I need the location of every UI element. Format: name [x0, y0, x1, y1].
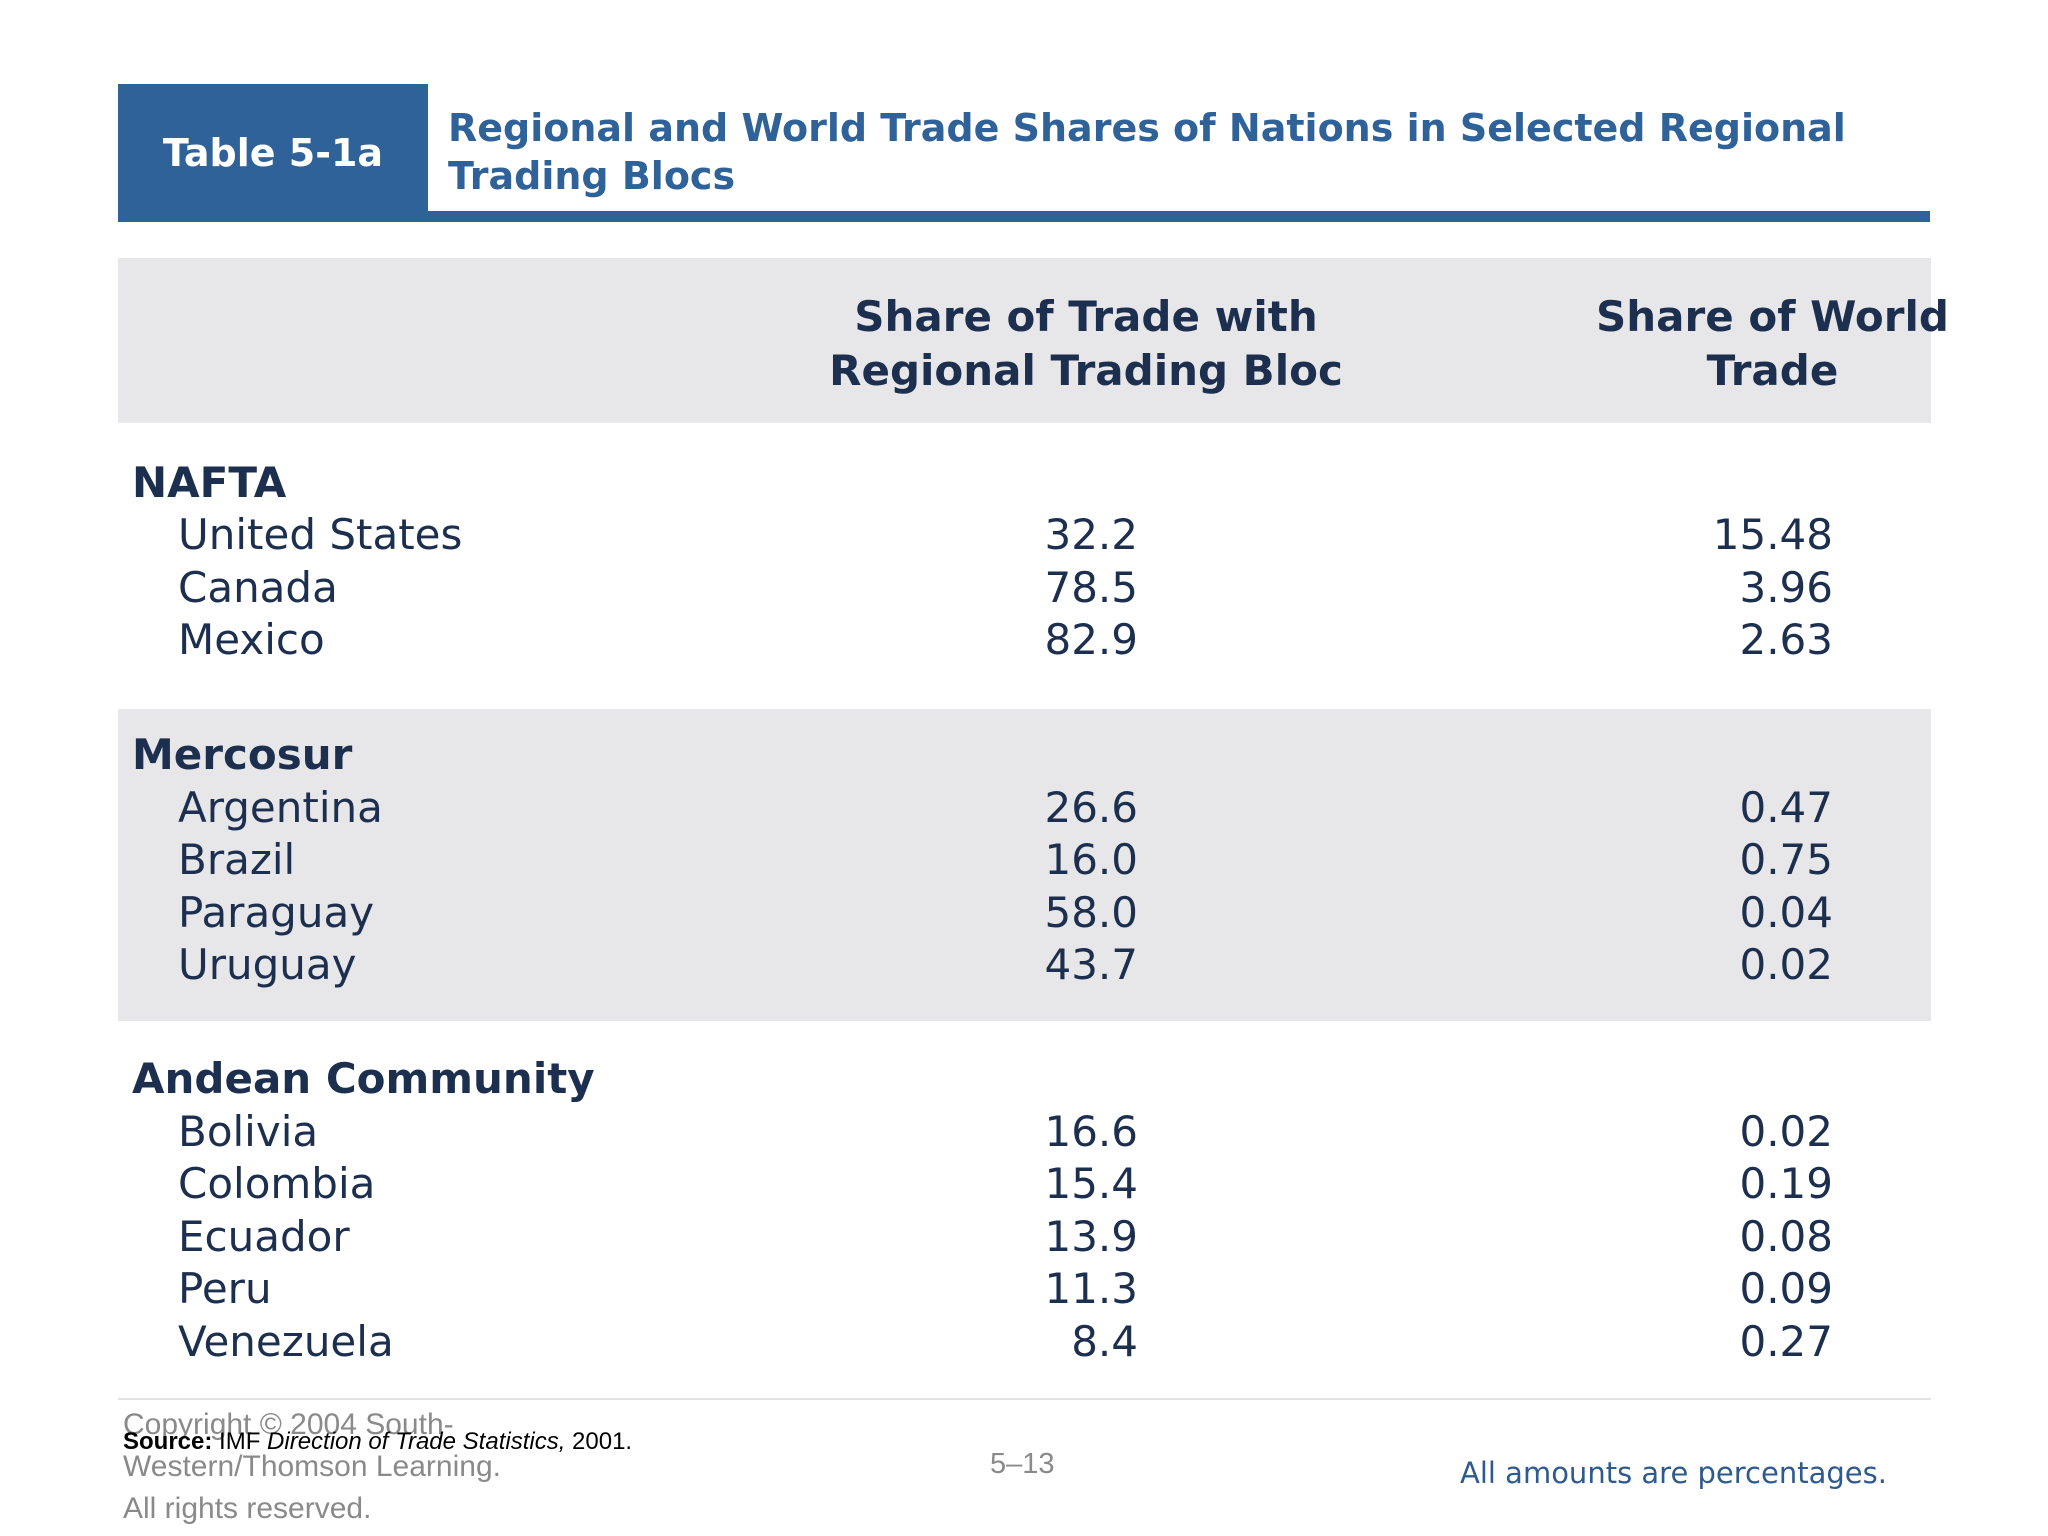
source-publication: Direction of Trade Statistics,	[267, 1428, 566, 1455]
world-share: 0.04	[1739, 888, 1833, 937]
regional-share: 82.9	[1044, 615, 1138, 664]
world-share: 2.63	[1739, 615, 1833, 664]
country-name: Peru	[178, 1264, 272, 1313]
regional-share: 13.9	[1044, 1212, 1138, 1261]
table-label: Table 5-1a	[162, 131, 384, 175]
country-name: Paraguay	[178, 888, 375, 937]
table-row: Bolivia 16.6 0.02	[0, 1107, 2048, 1159]
country-name: Mexico	[178, 615, 325, 664]
column-header-regional: Share of Trade with Regional Trading Blo…	[829, 292, 1343, 395]
header-rule	[118, 211, 1930, 222]
world-share: 0.02	[1739, 1107, 1833, 1156]
table-row: Peru 11.3 0.09	[0, 1264, 2048, 1316]
world-share: 0.08	[1739, 1212, 1833, 1261]
source-label: Source:	[123, 1428, 213, 1455]
country-name: Canada	[178, 563, 338, 612]
regional-share: 16.6	[1044, 1107, 1138, 1156]
country-name: Venezuela	[178, 1317, 394, 1366]
table-row: Brazil 16.0 0.75	[0, 835, 2048, 887]
world-share: 3.96	[1739, 563, 1833, 612]
world-share: 0.19	[1739, 1159, 1833, 1208]
bloc-row: NAFTA	[0, 458, 2048, 510]
world-share: 0.02	[1739, 940, 1833, 989]
regional-share: 26.6	[1044, 783, 1138, 832]
country-name: Colombia	[178, 1159, 376, 1208]
table-title: Regional and World Trade Shares of Natio…	[448, 106, 1846, 198]
table-row: Colombia 15.4 0.19	[0, 1159, 2048, 1211]
regional-share: 43.7	[1044, 940, 1138, 989]
world-share: 0.09	[1739, 1264, 1833, 1313]
regional-share: 8.4	[1071, 1317, 1138, 1366]
column-header-world: Share of World Trade	[1596, 292, 1949, 395]
world-share: 0.75	[1739, 835, 1833, 884]
table-row: Paraguay 58.0 0.04	[0, 888, 2048, 940]
bloc-name: Andean Community	[132, 1054, 595, 1103]
column-header-band	[118, 258, 1931, 423]
country-name: Uruguay	[178, 940, 357, 989]
country-name: Argentina	[178, 783, 383, 832]
country-name: Bolivia	[178, 1107, 319, 1156]
mercosur-band	[118, 709, 1931, 1021]
regional-share: 32.2	[1044, 510, 1138, 559]
bloc-row: Andean Community	[0, 1054, 2048, 1106]
copyright-line: Western/Thomson Learning.	[123, 1450, 501, 1483]
table-row: Argentina 26.6 0.47	[0, 783, 2048, 835]
copyright-notice: Copyright © 2004 South- Western/Thomson …	[123, 1404, 543, 1530]
world-share: 0.27	[1739, 1317, 1833, 1366]
table-row: Mexico 82.9 2.63	[0, 615, 2048, 667]
table-row: Ecuador 13.9 0.08	[0, 1212, 2048, 1264]
copyright-line: Copyright © 2004 South-	[123, 1408, 454, 1441]
source-note: Source: IMF Direction of Trade Statistic…	[123, 1428, 632, 1456]
country-name: Brazil	[178, 835, 296, 884]
units-note: All amounts are percentages.	[1460, 1456, 1887, 1490]
world-share: 15.48	[1712, 510, 1833, 559]
table-row: Canada 78.5 3.96	[0, 563, 2048, 615]
table-row: Uruguay 43.7 0.02	[0, 940, 2048, 992]
bloc-row: Mercosur	[0, 730, 2048, 782]
source-year: 2001.	[572, 1428, 633, 1455]
country-name: United States	[178, 510, 463, 559]
world-share: 0.47	[1739, 783, 1833, 832]
bottom-rule	[118, 1398, 1931, 1400]
regional-share: 78.5	[1044, 563, 1138, 612]
regional-share: 11.3	[1044, 1264, 1138, 1313]
source-org: IMF	[219, 1428, 261, 1455]
country-name: Ecuador	[178, 1212, 350, 1261]
regional-share: 16.0	[1044, 835, 1138, 884]
copyright-line: All rights reserved.	[123, 1492, 372, 1525]
bloc-name: Mercosur	[132, 730, 353, 779]
regional-share: 15.4	[1044, 1159, 1138, 1208]
page-number: 5–13	[990, 1448, 1055, 1480]
table-row: United States 32.2 15.48	[0, 510, 2048, 562]
bloc-name: NAFTA	[132, 458, 287, 507]
regional-share: 58.0	[1044, 888, 1138, 937]
table-label-box: Table 5-1a	[118, 84, 428, 222]
table-row: Venezuela 8.4 0.27	[0, 1317, 2048, 1369]
